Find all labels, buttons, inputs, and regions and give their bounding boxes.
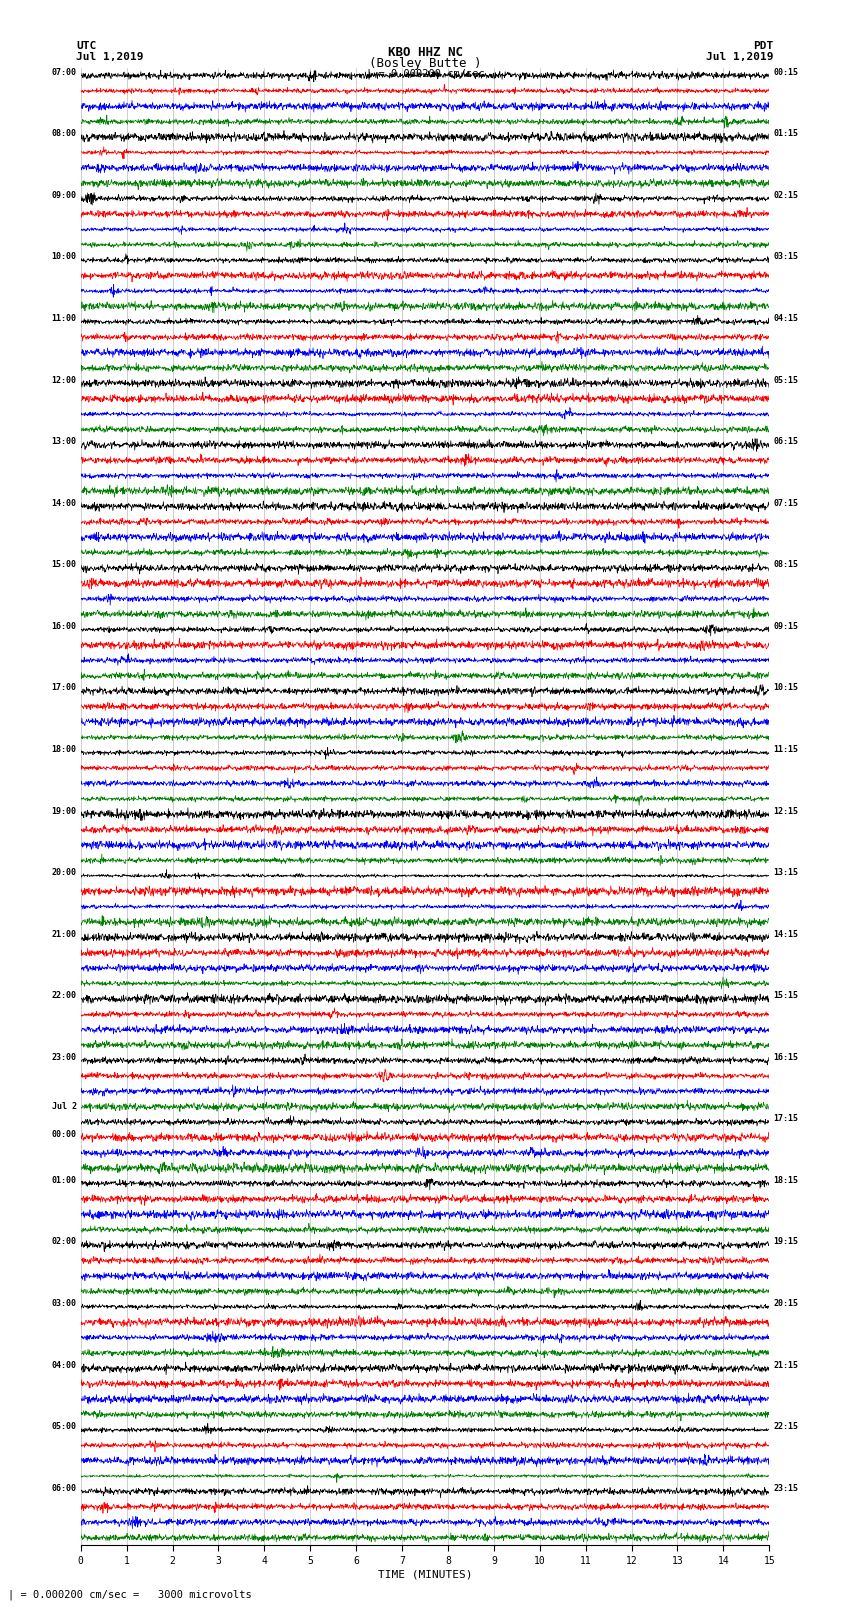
Text: 12:00: 12:00 — [52, 376, 76, 384]
Text: 03:00: 03:00 — [52, 1298, 76, 1308]
Text: 11:00: 11:00 — [52, 315, 76, 323]
Text: UTC: UTC — [76, 40, 97, 52]
Text: 05:00: 05:00 — [52, 1423, 76, 1431]
Text: Jul 2: Jul 2 — [52, 1102, 76, 1111]
Text: 02:00: 02:00 — [52, 1237, 76, 1247]
Text: 02:15: 02:15 — [774, 190, 798, 200]
Text: 06:15: 06:15 — [774, 437, 798, 447]
Text: PDT: PDT — [753, 40, 774, 52]
Text: 00:15: 00:15 — [774, 68, 798, 77]
X-axis label: TIME (MINUTES): TIME (MINUTES) — [377, 1569, 473, 1579]
Text: 23:00: 23:00 — [52, 1053, 76, 1061]
Text: 10:15: 10:15 — [774, 684, 798, 692]
Text: | = 0.000200 cm/sec =   3000 microvolts: | = 0.000200 cm/sec = 3000 microvolts — [8, 1589, 252, 1600]
Text: 11:15: 11:15 — [774, 745, 798, 753]
Text: 15:00: 15:00 — [52, 560, 76, 569]
Text: | = 0.000200 cm/sec: | = 0.000200 cm/sec — [366, 68, 484, 79]
Text: 00:00: 00:00 — [52, 1129, 76, 1139]
Text: 19:00: 19:00 — [52, 806, 76, 816]
Text: 08:15: 08:15 — [774, 560, 798, 569]
Text: 12:15: 12:15 — [774, 806, 798, 816]
Text: 16:00: 16:00 — [52, 623, 76, 631]
Text: 20:15: 20:15 — [774, 1298, 798, 1308]
Text: Jul 1,2019: Jul 1,2019 — [76, 52, 144, 61]
Text: 06:00: 06:00 — [52, 1484, 76, 1492]
Text: (Bosley Butte ): (Bosley Butte ) — [369, 58, 481, 71]
Text: 03:15: 03:15 — [774, 253, 798, 261]
Text: 13:15: 13:15 — [774, 868, 798, 877]
Text: 05:15: 05:15 — [774, 376, 798, 384]
Text: 20:00: 20:00 — [52, 868, 76, 877]
Text: 21:00: 21:00 — [52, 929, 76, 939]
Text: 16:15: 16:15 — [774, 1053, 798, 1061]
Text: 07:15: 07:15 — [774, 498, 798, 508]
Text: 14:00: 14:00 — [52, 498, 76, 508]
Text: 21:15: 21:15 — [774, 1361, 798, 1369]
Text: 04:00: 04:00 — [52, 1361, 76, 1369]
Text: 08:00: 08:00 — [52, 129, 76, 139]
Text: 09:00: 09:00 — [52, 190, 76, 200]
Text: 14:15: 14:15 — [774, 929, 798, 939]
Text: 18:15: 18:15 — [774, 1176, 798, 1186]
Text: 13:00: 13:00 — [52, 437, 76, 447]
Text: 23:15: 23:15 — [774, 1484, 798, 1492]
Text: 04:15: 04:15 — [774, 315, 798, 323]
Text: KBO HHZ NC: KBO HHZ NC — [388, 45, 462, 60]
Text: 22:15: 22:15 — [774, 1423, 798, 1431]
Text: 07:00: 07:00 — [52, 68, 76, 77]
Text: 17:00: 17:00 — [52, 684, 76, 692]
Text: 22:00: 22:00 — [52, 990, 76, 1000]
Text: 18:00: 18:00 — [52, 745, 76, 753]
Text: 01:15: 01:15 — [774, 129, 798, 139]
Text: Jul 1,2019: Jul 1,2019 — [706, 52, 774, 61]
Text: 17:15: 17:15 — [774, 1115, 798, 1123]
Text: 01:00: 01:00 — [52, 1176, 76, 1186]
Text: 09:15: 09:15 — [774, 623, 798, 631]
Text: 15:15: 15:15 — [774, 990, 798, 1000]
Text: 10:00: 10:00 — [52, 253, 76, 261]
Text: 19:15: 19:15 — [774, 1237, 798, 1247]
